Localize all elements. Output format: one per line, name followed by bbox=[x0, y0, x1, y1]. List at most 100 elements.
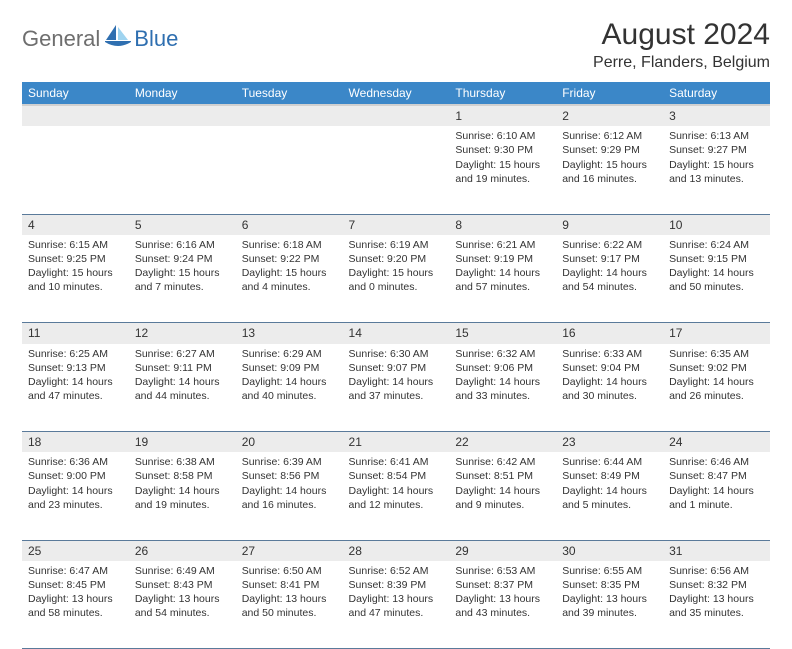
day-details: Sunrise: 6:13 AMSunset: 9:27 PMDaylight:… bbox=[663, 126, 770, 190]
sunrise-line: Sunrise: 6:39 AM bbox=[242, 455, 337, 469]
day-details: Sunrise: 6:18 AMSunset: 9:22 PMDaylight:… bbox=[236, 235, 343, 299]
sunset-line: Sunset: 9:02 PM bbox=[669, 361, 764, 375]
sunset-line: Sunset: 8:41 PM bbox=[242, 578, 337, 592]
sunset-line: Sunset: 8:43 PM bbox=[135, 578, 230, 592]
day-number-cell: 27 bbox=[236, 540, 343, 561]
sunrise-line: Sunrise: 6:24 AM bbox=[669, 238, 764, 252]
month-title: August 2024 bbox=[593, 18, 770, 52]
day-details: Sunrise: 6:42 AMSunset: 8:51 PMDaylight:… bbox=[449, 452, 556, 516]
sunrise-line: Sunrise: 6:13 AM bbox=[669, 129, 764, 143]
day-cell: Sunrise: 6:13 AMSunset: 9:27 PMDaylight:… bbox=[663, 126, 770, 214]
sunrise-line: Sunrise: 6:53 AM bbox=[455, 564, 550, 578]
day-number-cell: 25 bbox=[22, 540, 129, 561]
weekday-header: Sunday bbox=[22, 82, 129, 105]
day-cell: Sunrise: 6:16 AMSunset: 9:24 PMDaylight:… bbox=[129, 235, 236, 323]
sunset-line: Sunset: 9:00 PM bbox=[28, 469, 123, 483]
day-number-cell: 24 bbox=[663, 432, 770, 453]
day-number-cell: 6 bbox=[236, 214, 343, 235]
header: General Blue August 2024 Perre, Flanders… bbox=[22, 18, 770, 72]
day-number-cell: 21 bbox=[343, 432, 450, 453]
day-number-cell: 9 bbox=[556, 214, 663, 235]
daylight-line: Daylight: 14 hours and 50 minutes. bbox=[669, 266, 764, 294]
day-cell: Sunrise: 6:25 AMSunset: 9:13 PMDaylight:… bbox=[22, 344, 129, 432]
daylight-line: Daylight: 14 hours and 44 minutes. bbox=[135, 375, 230, 403]
day-details: Sunrise: 6:52 AMSunset: 8:39 PMDaylight:… bbox=[343, 561, 450, 625]
day-cell: Sunrise: 6:22 AMSunset: 9:17 PMDaylight:… bbox=[556, 235, 663, 323]
day-cell bbox=[343, 126, 450, 214]
weekday-header: Wednesday bbox=[343, 82, 450, 105]
day-cell: Sunrise: 6:39 AMSunset: 8:56 PMDaylight:… bbox=[236, 452, 343, 540]
daylight-line: Daylight: 14 hours and 19 minutes. bbox=[135, 484, 230, 512]
daylight-line: Daylight: 14 hours and 1 minute. bbox=[669, 484, 764, 512]
day-cell bbox=[22, 126, 129, 214]
day-cell: Sunrise: 6:53 AMSunset: 8:37 PMDaylight:… bbox=[449, 561, 556, 649]
day-number-row: 18192021222324 bbox=[22, 432, 770, 453]
sunrise-line: Sunrise: 6:41 AM bbox=[349, 455, 444, 469]
sunset-line: Sunset: 9:19 PM bbox=[455, 252, 550, 266]
day-cell: Sunrise: 6:24 AMSunset: 9:15 PMDaylight:… bbox=[663, 235, 770, 323]
day-number-cell: 16 bbox=[556, 323, 663, 344]
daylight-line: Daylight: 14 hours and 57 minutes. bbox=[455, 266, 550, 294]
week-row: Sunrise: 6:25 AMSunset: 9:13 PMDaylight:… bbox=[22, 344, 770, 432]
day-cell: Sunrise: 6:33 AMSunset: 9:04 PMDaylight:… bbox=[556, 344, 663, 432]
week-row: Sunrise: 6:36 AMSunset: 9:00 PMDaylight:… bbox=[22, 452, 770, 540]
day-details: Sunrise: 6:29 AMSunset: 9:09 PMDaylight:… bbox=[236, 344, 343, 408]
day-cell: Sunrise: 6:41 AMSunset: 8:54 PMDaylight:… bbox=[343, 452, 450, 540]
day-details: Sunrise: 6:16 AMSunset: 9:24 PMDaylight:… bbox=[129, 235, 236, 299]
sunrise-line: Sunrise: 6:12 AM bbox=[562, 129, 657, 143]
daylight-line: Daylight: 13 hours and 39 minutes. bbox=[562, 592, 657, 620]
sunset-line: Sunset: 8:32 PM bbox=[669, 578, 764, 592]
day-number-cell: 11 bbox=[22, 323, 129, 344]
day-cell: Sunrise: 6:18 AMSunset: 9:22 PMDaylight:… bbox=[236, 235, 343, 323]
day-details: Sunrise: 6:33 AMSunset: 9:04 PMDaylight:… bbox=[556, 344, 663, 408]
day-details: Sunrise: 6:24 AMSunset: 9:15 PMDaylight:… bbox=[663, 235, 770, 299]
day-number-cell: 5 bbox=[129, 214, 236, 235]
day-details: Sunrise: 6:55 AMSunset: 8:35 PMDaylight:… bbox=[556, 561, 663, 625]
sunset-line: Sunset: 8:49 PM bbox=[562, 469, 657, 483]
day-number-cell: 13 bbox=[236, 323, 343, 344]
sunrise-line: Sunrise: 6:33 AM bbox=[562, 347, 657, 361]
day-number-cell bbox=[22, 105, 129, 126]
daylight-line: Daylight: 15 hours and 10 minutes. bbox=[28, 266, 123, 294]
sunrise-line: Sunrise: 6:18 AM bbox=[242, 238, 337, 252]
sunrise-line: Sunrise: 6:27 AM bbox=[135, 347, 230, 361]
sunrise-line: Sunrise: 6:29 AM bbox=[242, 347, 337, 361]
day-cell: Sunrise: 6:50 AMSunset: 8:41 PMDaylight:… bbox=[236, 561, 343, 649]
daylight-line: Daylight: 13 hours and 43 minutes. bbox=[455, 592, 550, 620]
day-cell: Sunrise: 6:21 AMSunset: 9:19 PMDaylight:… bbox=[449, 235, 556, 323]
week-row: Sunrise: 6:15 AMSunset: 9:25 PMDaylight:… bbox=[22, 235, 770, 323]
day-number-cell: 15 bbox=[449, 323, 556, 344]
day-details: Sunrise: 6:21 AMSunset: 9:19 PMDaylight:… bbox=[449, 235, 556, 299]
day-cell: Sunrise: 6:27 AMSunset: 9:11 PMDaylight:… bbox=[129, 344, 236, 432]
sunset-line: Sunset: 8:37 PM bbox=[455, 578, 550, 592]
day-number-row: 45678910 bbox=[22, 214, 770, 235]
day-details: Sunrise: 6:36 AMSunset: 9:00 PMDaylight:… bbox=[22, 452, 129, 516]
sunrise-line: Sunrise: 6:56 AM bbox=[669, 564, 764, 578]
weekday-header: Monday bbox=[129, 82, 236, 105]
logo-text-blue: Blue bbox=[134, 26, 178, 52]
sunrise-line: Sunrise: 6:25 AM bbox=[28, 347, 123, 361]
day-details: Sunrise: 6:19 AMSunset: 9:20 PMDaylight:… bbox=[343, 235, 450, 299]
sunset-line: Sunset: 9:24 PM bbox=[135, 252, 230, 266]
sunrise-line: Sunrise: 6:47 AM bbox=[28, 564, 123, 578]
daylight-line: Daylight: 14 hours and 9 minutes. bbox=[455, 484, 550, 512]
day-cell: Sunrise: 6:35 AMSunset: 9:02 PMDaylight:… bbox=[663, 344, 770, 432]
sunrise-line: Sunrise: 6:52 AM bbox=[349, 564, 444, 578]
sunset-line: Sunset: 8:58 PM bbox=[135, 469, 230, 483]
sunrise-line: Sunrise: 6:16 AM bbox=[135, 238, 230, 252]
day-cell: Sunrise: 6:46 AMSunset: 8:47 PMDaylight:… bbox=[663, 452, 770, 540]
day-cell: Sunrise: 6:55 AMSunset: 8:35 PMDaylight:… bbox=[556, 561, 663, 649]
daylight-line: Daylight: 15 hours and 13 minutes. bbox=[669, 158, 764, 186]
daylight-line: Daylight: 15 hours and 16 minutes. bbox=[562, 158, 657, 186]
day-details: Sunrise: 6:12 AMSunset: 9:29 PMDaylight:… bbox=[556, 126, 663, 190]
sunrise-line: Sunrise: 6:49 AM bbox=[135, 564, 230, 578]
day-details: Sunrise: 6:41 AMSunset: 8:54 PMDaylight:… bbox=[343, 452, 450, 516]
day-number-cell bbox=[343, 105, 450, 126]
day-cell: Sunrise: 6:32 AMSunset: 9:06 PMDaylight:… bbox=[449, 344, 556, 432]
day-number-cell: 19 bbox=[129, 432, 236, 453]
day-number-cell: 2 bbox=[556, 105, 663, 126]
sunrise-line: Sunrise: 6:22 AM bbox=[562, 238, 657, 252]
sunset-line: Sunset: 8:54 PM bbox=[349, 469, 444, 483]
daylight-line: Daylight: 15 hours and 7 minutes. bbox=[135, 266, 230, 294]
day-cell: Sunrise: 6:47 AMSunset: 8:45 PMDaylight:… bbox=[22, 561, 129, 649]
